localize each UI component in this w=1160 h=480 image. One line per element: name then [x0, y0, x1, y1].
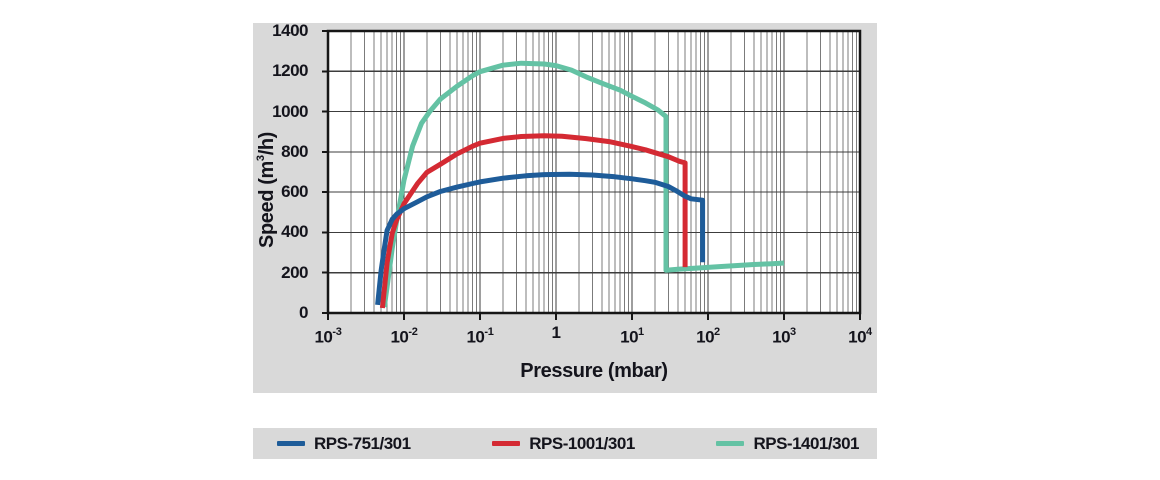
legend-item: RPS-1001/301: [492, 434, 635, 454]
x-tick-label: 103: [772, 326, 796, 347]
y-tick-label: 1400: [272, 21, 308, 40]
x-tick-label: 1: [551, 323, 561, 342]
plot-area: [322, 29, 862, 320]
y-tick-label: 200: [281, 262, 308, 282]
chart-panel: Speed (m3/h) 0 200 400 600 800 1000 1200 1400 1…: [253, 22, 877, 393]
y-tick-label: 1000: [272, 101, 308, 121]
x-tick-labels: 10-3 10-2 10-1 1 101 102 103 104: [314, 323, 872, 348]
x-tick-label: 10-1: [466, 326, 494, 347]
legend-item: RPS-1401/301: [716, 434, 859, 454]
y-tick-label: 0: [299, 303, 308, 322]
legend-item: RPS-751/301: [277, 434, 411, 454]
legend-label: RPS-1401/301: [753, 433, 859, 453]
legend-swatch-icon: [492, 441, 521, 446]
y-tick-label: 800: [281, 141, 308, 161]
x-axis-title: Pressure (mbar): [520, 360, 668, 382]
legend-label: RPS-751/301: [314, 433, 411, 453]
legend-swatch-icon: [277, 441, 305, 446]
x-tick-label: 10-2: [390, 326, 418, 347]
legend-swatch-icon: [716, 441, 745, 446]
legend-label: RPS-1001/301: [529, 433, 635, 453]
y-tick-labels: 0 200 400 600 800 1000 1200 1400: [253, 22, 318, 322]
x-tick-label: 10-3: [314, 326, 342, 347]
y-tick-label: 600: [281, 182, 308, 202]
legend: RPS-751/301 RPS-1001/301 RPS-1401/301: [253, 428, 877, 459]
x-tick-label: 104: [848, 326, 872, 347]
plot-border: [326, 29, 862, 315]
plot-svg: [322, 29, 862, 320]
series-line-RPS-751/301: [375, 171, 706, 306]
y-tick-label: 1200: [272, 61, 308, 81]
x-tick-label: 101: [620, 326, 644, 347]
series-line-RPS-1401/301: [381, 60, 785, 308]
x-tick-label: 102: [696, 326, 720, 347]
y-tick-label: 400: [281, 222, 308, 242]
series-line-RPS-1001/301: [379, 133, 688, 309]
